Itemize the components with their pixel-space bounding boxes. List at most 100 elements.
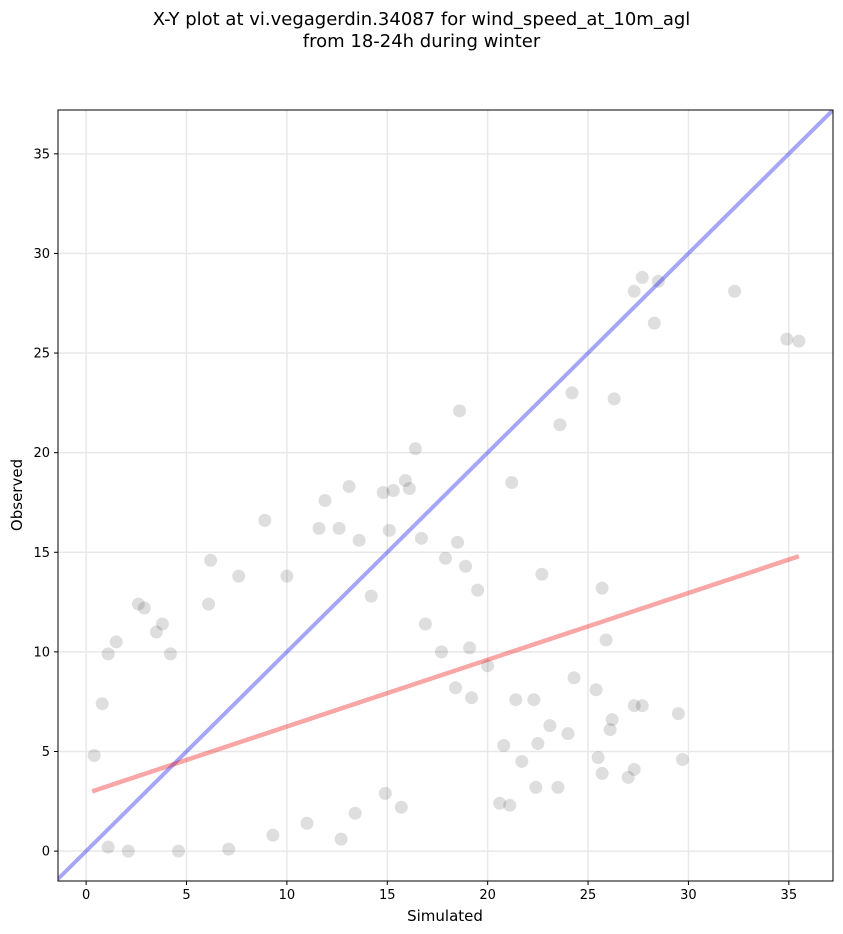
data-point	[258, 513, 272, 527]
data-point	[364, 589, 378, 603]
y-axis-label: Observed	[8, 459, 26, 531]
data-point	[398, 474, 412, 488]
data-point	[266, 828, 280, 842]
data-point	[312, 521, 326, 535]
data-point	[561, 727, 575, 741]
x-axis-label: Simulated	[407, 907, 483, 925]
y-tick-label: 5	[42, 745, 50, 760]
data-point	[792, 334, 806, 348]
data-point	[163, 647, 177, 661]
data-point	[171, 844, 185, 858]
y-tick-label: 15	[33, 546, 50, 561]
data-point	[202, 597, 216, 611]
data-point	[451, 535, 465, 549]
identity-line	[58, 110, 833, 881]
data-point	[627, 699, 641, 713]
data-point	[109, 635, 123, 649]
data-point	[155, 617, 169, 631]
data-point	[352, 533, 366, 547]
data-point	[232, 569, 246, 583]
data-point	[505, 476, 519, 490]
data-point	[439, 551, 452, 565]
data-point	[348, 806, 362, 820]
data-point	[497, 739, 511, 753]
x-tick-label: 25	[580, 888, 597, 903]
x-tick-label: 5	[182, 888, 190, 903]
plot-frame	[57, 109, 834, 882]
data-point	[567, 671, 581, 685]
data-point	[453, 404, 467, 418]
y-tick-label: 10	[33, 645, 50, 660]
data-point	[509, 693, 523, 707]
grid	[58, 110, 833, 881]
data-point	[204, 553, 218, 567]
x-tick-label: 30	[680, 888, 697, 903]
data-point	[621, 770, 635, 784]
data-point	[342, 480, 356, 494]
data-point	[121, 844, 135, 858]
data-point	[95, 697, 109, 711]
x-tick-label: 10	[279, 888, 296, 903]
data-point	[535, 567, 549, 581]
data-point	[591, 750, 605, 764]
data-point	[449, 681, 463, 695]
data-point	[87, 748, 101, 762]
data-point	[137, 601, 151, 615]
x-tick-label: 20	[479, 888, 496, 903]
data-point	[434, 645, 448, 659]
data-point	[101, 647, 115, 661]
data-point	[481, 659, 495, 673]
data-point	[589, 683, 603, 697]
data-point	[493, 796, 507, 810]
y-tick-label: 0	[42, 845, 50, 860]
data-point	[332, 521, 346, 535]
chart-title-line1: X-Y plot at vi.vegagerdin.34087 for wind…	[152, 9, 691, 30]
data-point	[471, 583, 485, 597]
data-point	[627, 284, 641, 298]
data-point	[551, 780, 565, 794]
data-point	[131, 597, 145, 611]
data-point	[408, 442, 422, 456]
data-point	[318, 493, 332, 507]
y-tick-label: 35	[33, 147, 50, 162]
data-point	[565, 386, 579, 400]
data-point	[463, 641, 477, 655]
data-point	[671, 707, 685, 721]
data-point	[382, 523, 396, 537]
data-point	[376, 486, 390, 500]
data-point	[222, 842, 236, 856]
chart-title-line2: from 18-24h during winter	[302, 31, 541, 52]
data-point	[515, 754, 529, 768]
data-point	[465, 691, 479, 705]
data-point	[149, 625, 163, 639]
y-tick-label: 25	[33, 347, 50, 362]
data-point	[414, 531, 428, 545]
data-point	[553, 418, 567, 432]
data-point	[651, 274, 665, 288]
data-point	[459, 559, 473, 573]
x-axis: 0 5 10 15 20 25 30 35	[82, 881, 797, 903]
data-point	[531, 737, 545, 751]
data-point	[529, 780, 543, 794]
data-point	[728, 284, 742, 298]
x-tick-label: 15	[379, 888, 396, 903]
data-point	[635, 699, 649, 713]
data-point	[394, 800, 408, 814]
data-point	[599, 633, 613, 647]
data-point	[334, 832, 348, 846]
data-point	[378, 786, 392, 800]
data-point	[402, 482, 416, 496]
x-tick-label: 35	[781, 888, 798, 903]
reference-lines	[58, 110, 833, 881]
data-point	[503, 798, 517, 812]
regression-line	[91, 554, 800, 794]
x-tick-label: 0	[82, 888, 90, 903]
data-point	[780, 332, 794, 346]
data-point	[627, 762, 641, 776]
data-points	[87, 270, 806, 858]
data-point	[543, 719, 557, 733]
data-point	[527, 693, 541, 707]
y-tick-label: 20	[33, 446, 50, 461]
data-point	[595, 581, 609, 595]
y-tick-label: 30	[33, 247, 50, 262]
